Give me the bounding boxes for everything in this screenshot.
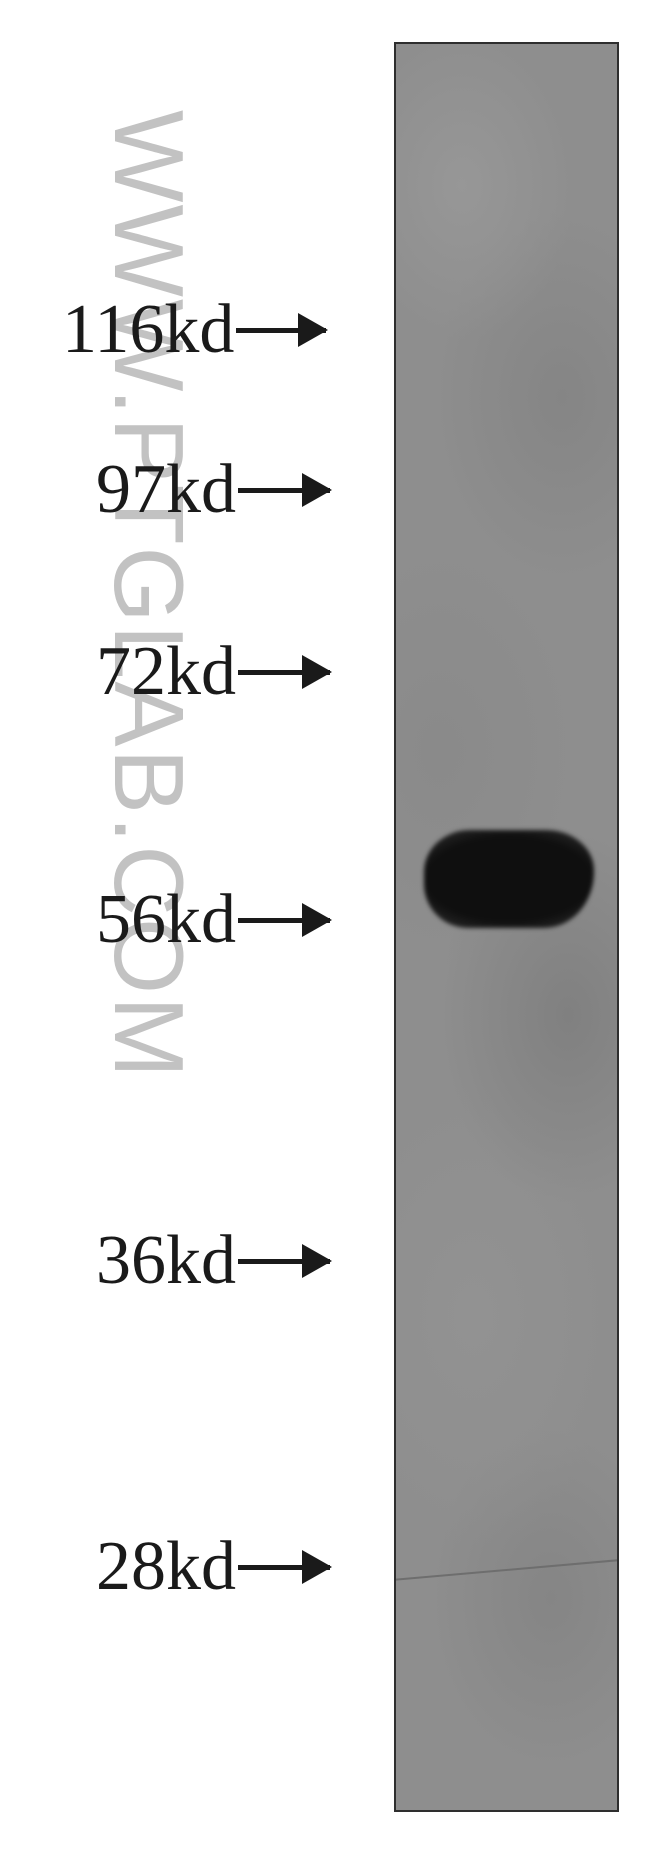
- marker-label: 97kd: [96, 450, 236, 530]
- marker-36kd: 36kd: [96, 1226, 330, 1296]
- blot-band-56kd: [424, 830, 594, 928]
- marker-label: 36kd: [96, 1221, 236, 1301]
- marker-label: 56kd: [96, 880, 236, 960]
- marker-label: 116kd: [62, 290, 234, 370]
- arrow-icon: [238, 488, 330, 493]
- blot-lane: [394, 42, 619, 1812]
- arrow-icon: [238, 1565, 330, 1570]
- arrow-icon: [238, 670, 330, 675]
- marker-28kd: 28kd: [96, 1532, 330, 1602]
- arrow-icon: [238, 918, 330, 923]
- marker-116kd: 116kd: [62, 295, 326, 365]
- marker-72kd: 72kd: [96, 637, 330, 707]
- marker-56kd: 56kd: [96, 885, 330, 955]
- arrow-icon: [238, 1259, 330, 1264]
- marker-label: 72kd: [96, 632, 236, 712]
- arrow-icon: [236, 328, 326, 333]
- marker-97kd: 97kd: [96, 455, 330, 525]
- blot-figure: WWW.PTGLAB.COM 116kd 97kd 72kd 56kd 36kd…: [0, 0, 650, 1855]
- marker-label: 28kd: [96, 1527, 236, 1607]
